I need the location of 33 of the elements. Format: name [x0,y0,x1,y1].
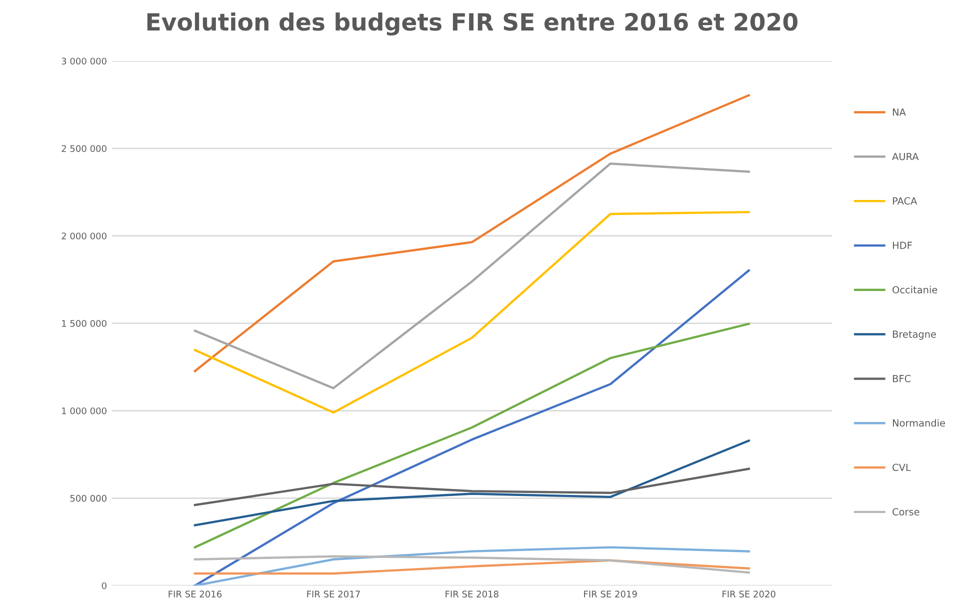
line-series [194,555,750,574]
x-tick-label: FIR SE 2016 [168,590,222,598]
legend-label: Corse [892,508,920,516]
legend-label: AURA [892,152,919,160]
legend-label: PACA [892,197,918,205]
line-series [194,322,750,548]
legend-label: BFC [892,374,911,382]
legend-label: Bretagne [892,330,936,340]
chart-title: Evolution des budgets FIR SE entre 2016 et 2020 [147,12,798,36]
line-series [194,440,750,526]
line-series [194,162,750,390]
x-tick-label: FIR SE 2020 [722,590,776,598]
legend-label: Normandie [892,419,945,427]
y-tick-label: 0 [102,582,106,590]
y-tick-label: 1 000 000 [62,407,106,414]
legend-label: Occitanie [892,286,938,294]
line-series [194,559,750,575]
x-tick-label: FIR SE 2019 [584,590,637,598]
x-tick-label: FIR SE 2018 [446,590,498,598]
y-tick-label: 2 000 000 [62,232,106,240]
line-series [194,94,750,372]
legend-label: CVL [892,464,911,472]
legend-label: HDF [892,242,912,249]
line-series [194,269,750,586]
y-tick-label: 1 500 000 [62,320,106,327]
line-series [194,210,750,414]
y-tick-label: 3 000 000 [62,58,106,65]
x-tick-label: FIR SE 2017 [307,590,360,598]
line-series [194,468,750,506]
legend-label: NA [892,108,906,116]
line-series [194,546,750,586]
y-tick-label: 500 000 [70,494,106,502]
y-tick-label: 2 500 000 [62,145,106,152]
